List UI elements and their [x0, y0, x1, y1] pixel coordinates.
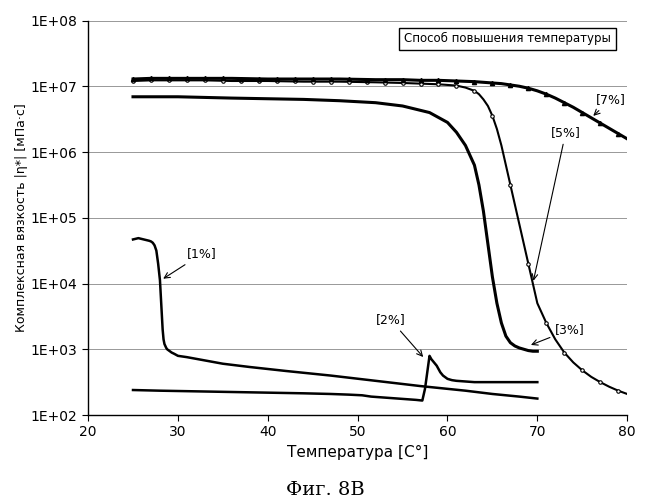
Text: [5%]: [5%] — [532, 126, 581, 280]
X-axis label: Температура [С°]: Температура [С°] — [287, 445, 428, 460]
Text: Способ повышения температуры: Способ повышения температуры — [404, 32, 611, 46]
Text: [1%]: [1%] — [164, 248, 217, 278]
Text: [7%]: [7%] — [594, 93, 626, 115]
Text: Фиг. 8B: Фиг. 8B — [286, 481, 365, 499]
Y-axis label: Комплексная вязкость |η*| [мПа·с]: Комплексная вязкость |η*| [мПа·с] — [15, 104, 28, 332]
Text: [2%]: [2%] — [376, 313, 422, 356]
Text: [3%]: [3%] — [532, 323, 585, 345]
